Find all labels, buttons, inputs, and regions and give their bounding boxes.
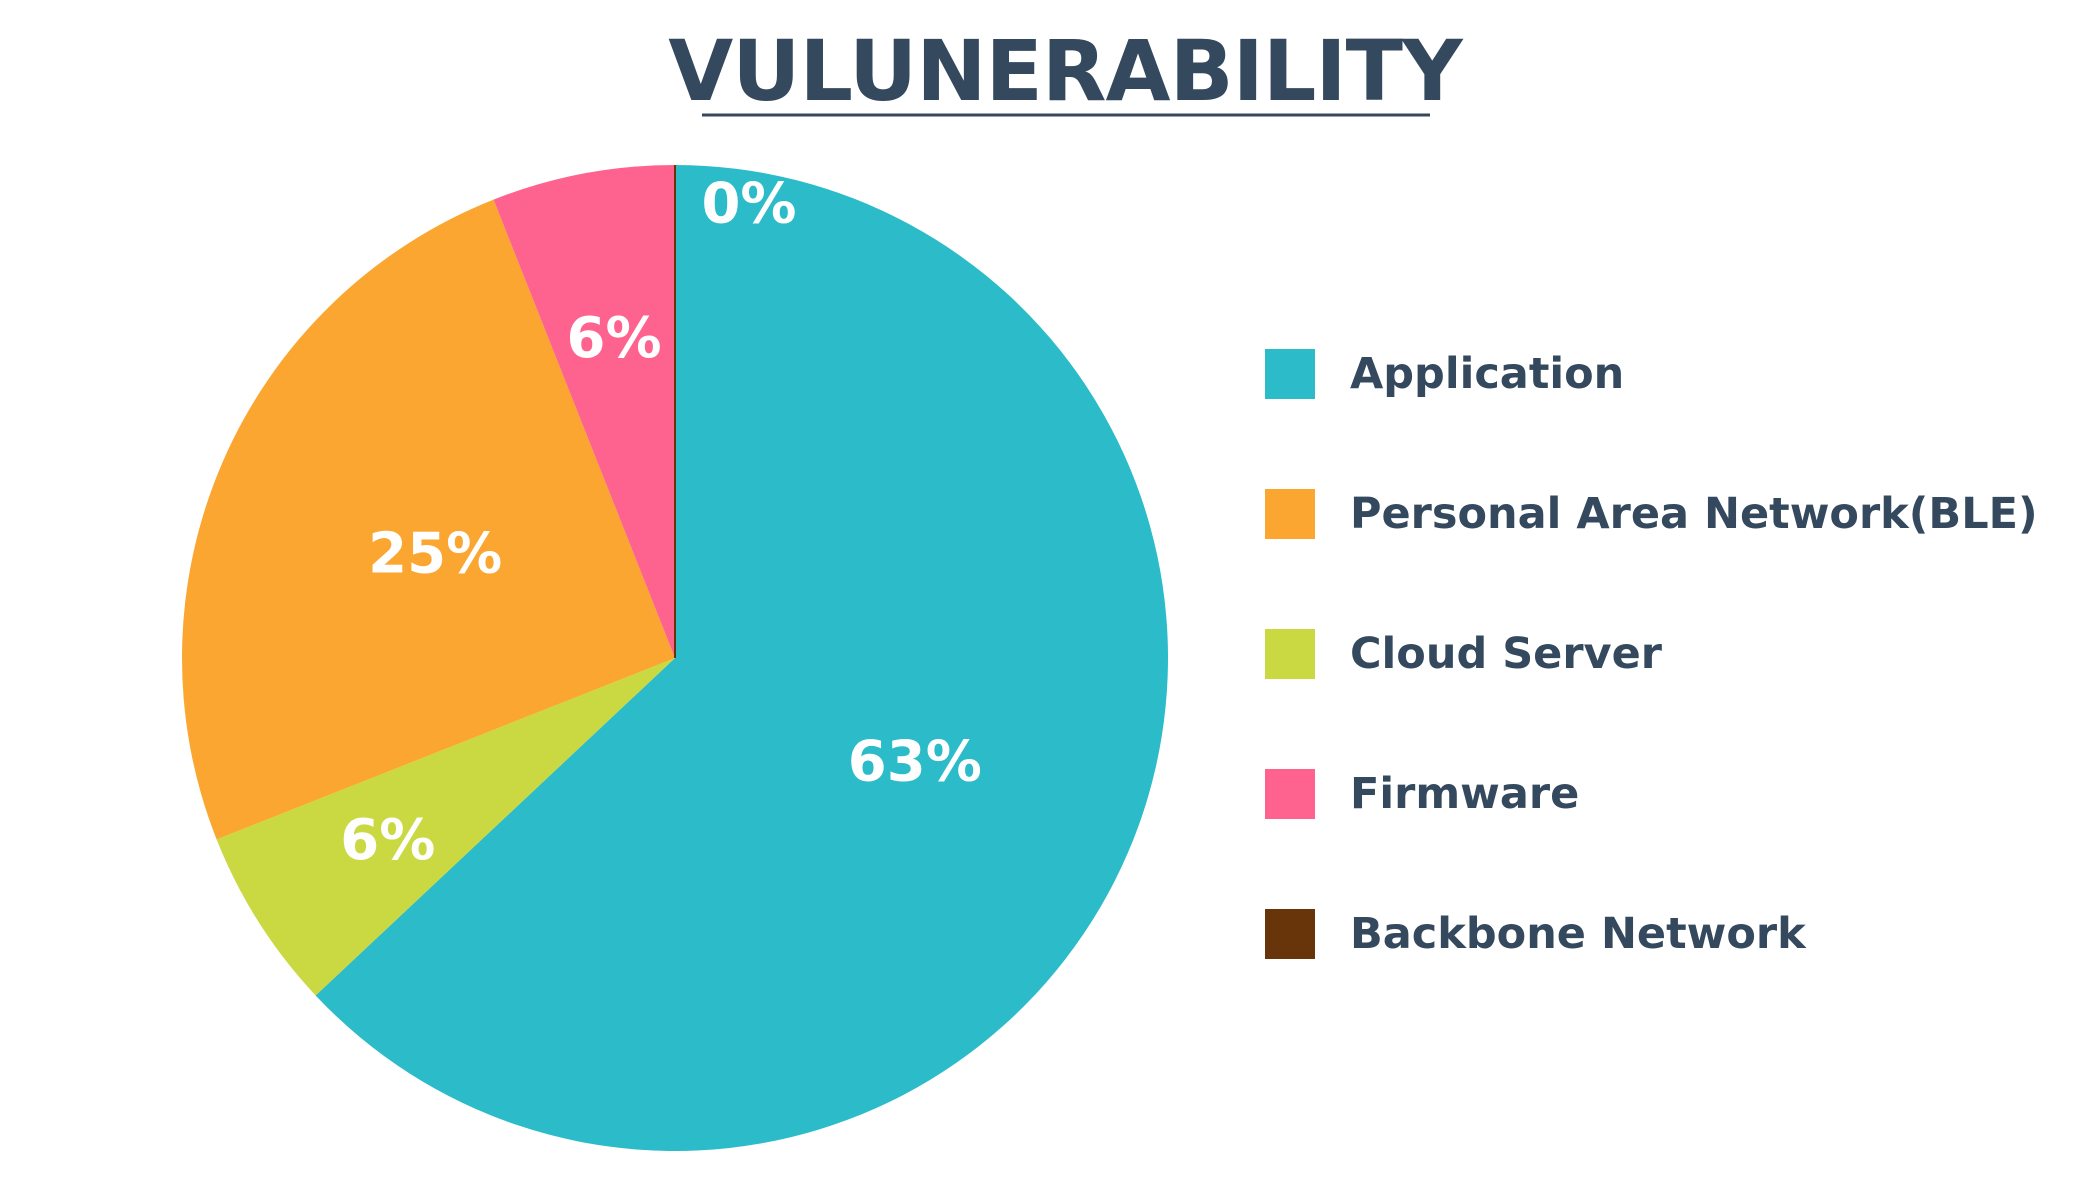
pie-slice-label-personal-area-network-ble: 25% [368,522,502,587]
legend-swatch-cloud-server [1265,629,1315,679]
pie-slice-cloud-server [216,658,676,996]
pie-slices [181,165,1168,1152]
pie-slice-labels: 63% 6% 25% 6% 0% [340,171,982,872]
pie-slice-label-cloud-server: 6% [340,808,435,873]
legend-swatch-application [1265,349,1315,399]
pie-slice-application [315,165,1168,1152]
pie-slice-label-application: 63% [848,729,982,794]
chart-legend: Application Personal Area Network(BLE) Clo… [1265,349,2038,959]
pie-slice-label-backbone-network: 0% [701,171,796,236]
legend-label-cloud-server: Cloud Server [1350,629,1663,679]
legend-swatch-personal-area-network-ble [1265,489,1315,539]
legend-label-application: Application [1350,349,1624,399]
legend-label-backbone-network: Backbone Network [1350,909,1807,959]
chart-title: VULUNERABILITY [668,22,1464,120]
pie-slice-firmware [493,165,675,658]
legend-label-personal-area-network-ble: Personal Area Network(BLE) [1350,489,2038,539]
pie-slice-label-firmware: 6% [566,306,661,371]
legend-swatch-backbone-network [1265,909,1315,959]
pie-slice-personal-area-network-ble [181,199,676,840]
legend-swatch-firmware [1265,769,1315,819]
legend-label-firmware: Firmware [1350,769,1579,819]
